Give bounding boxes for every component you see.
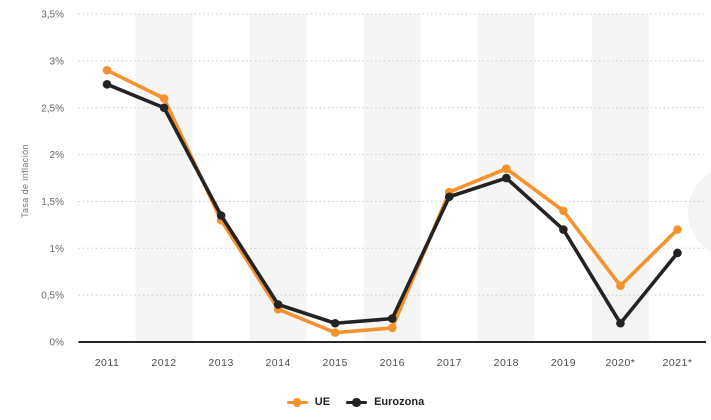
y-tick-label: 0% <box>50 338 65 349</box>
legend-item-ue[interactable]: UE <box>286 396 331 408</box>
x-tick-label: 2016 <box>380 357 405 369</box>
x-tick-label: 2018 <box>494 357 519 369</box>
x-tick-label: 2021* <box>663 357 693 369</box>
data-point-eurozona-9[interactable] <box>616 318 625 328</box>
data-point-ue-10[interactable] <box>673 225 682 234</box>
data-point-ue-9[interactable] <box>616 281 625 291</box>
ue-marker-dot <box>292 398 302 407</box>
data-point-eurozona-6[interactable] <box>444 192 454 202</box>
x-tick-label: 2011 <box>95 357 120 369</box>
data-point-eurozona-3[interactable] <box>273 300 283 309</box>
y-tick-label: 1,5% <box>41 197 64 208</box>
data-point-eurozona-5[interactable] <box>387 314 397 323</box>
eurozona-line-marker-icon <box>346 398 368 407</box>
data-point-ue-8[interactable] <box>559 206 568 216</box>
legend-label-eurozona: Eurozona <box>374 396 425 408</box>
data-point-eurozona-8[interactable] <box>559 225 568 234</box>
x-tick-label: 2020* <box>605 357 635 369</box>
x-tick-label: 2019 <box>551 357 576 369</box>
data-point-eurozona-10[interactable] <box>673 248 682 258</box>
data-point-eurozona-2[interactable] <box>216 211 226 220</box>
data-point-eurozona-1[interactable] <box>159 103 169 113</box>
data-point-ue-4[interactable] <box>330 328 340 337</box>
line-chart-plot: 0% 0,5% 1% 1,5% 2% 2,5% 3% 3,5% 2011 2012 2013 2014… <box>41 10 711 369</box>
chart-legend: UE Eurozona <box>0 396 711 408</box>
y-tick-label: 3,5% <box>41 10 64 21</box>
data-point-ue-0[interactable] <box>102 65 112 75</box>
x-tick-label: 2017 <box>437 357 462 369</box>
data-point-ue-5[interactable] <box>387 323 397 333</box>
data-point-eurozona-4[interactable] <box>330 318 340 328</box>
data-point-eurozona-7[interactable] <box>502 173 511 183</box>
x-tick-label: 2012 <box>151 357 176 369</box>
data-point-ue-1[interactable] <box>159 94 169 103</box>
column-stripe <box>363 14 421 343</box>
y-tick-label: 1% <box>50 244 65 255</box>
y-tick-label: 0,5% <box>41 291 64 302</box>
x-tick-label: 2013 <box>208 357 233 369</box>
x-tick-label: 2014 <box>265 357 290 369</box>
column-stripe <box>249 14 307 343</box>
legend-label-ue: UE <box>314 396 331 408</box>
watermark-circle <box>688 172 711 252</box>
eurozona-marker-dot <box>352 398 361 407</box>
data-point-ue-7[interactable] <box>502 164 511 173</box>
y-tick-label: 3% <box>50 56 65 67</box>
ue-line-marker-icon <box>286 398 308 407</box>
x-tick-label: 2015 <box>323 357 348 369</box>
data-point-eurozona-0[interactable] <box>102 80 112 89</box>
y-tick-label: 2% <box>50 150 65 161</box>
column-stripe <box>135 14 193 343</box>
legend-item-eurozona[interactable]: Eurozona <box>346 396 424 408</box>
y-tick-label: 2,5% <box>41 103 64 114</box>
